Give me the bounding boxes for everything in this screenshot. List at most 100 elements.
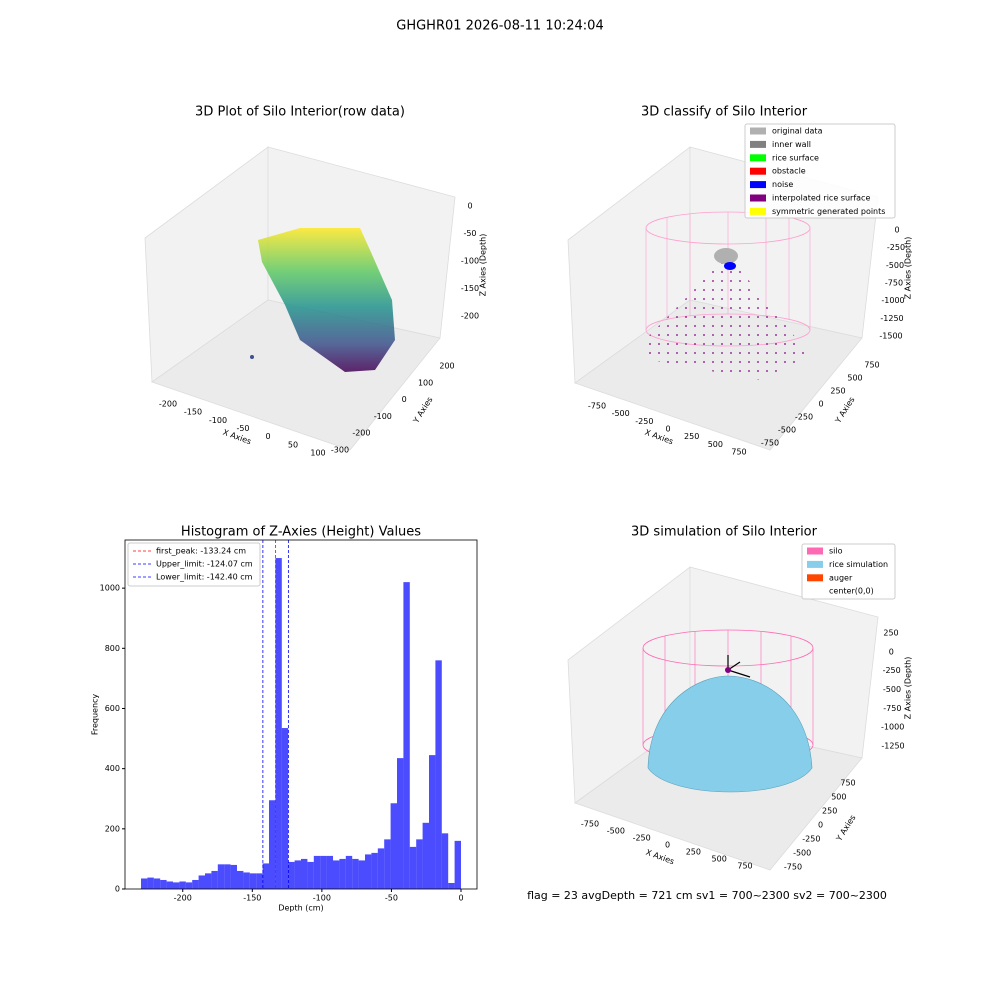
legend-label: center(0,0) [829,587,874,596]
z-tick-label: -200 [461,312,479,321]
x-tick-label: -200 [159,400,177,409]
y-tick-label: -250 [795,413,813,422]
legend-label: Upper_limit: -124.07 cm [156,560,253,569]
y-tick-label: -100 [374,412,392,421]
y-tick-label: 800 [105,644,120,653]
legend-label: obstacle [772,167,806,176]
y-tick-label: 250 [830,387,845,396]
bar [352,858,359,889]
legend-label: original data [772,127,823,136]
y-axis-label: Frequency [91,694,100,736]
legend-swatch [750,167,766,175]
x-tick-label: -150 [184,408,202,417]
x-tick-label: 750 [731,448,746,457]
legend-swatch [807,587,823,595]
bar [237,870,244,889]
z-tick-label: -500 [886,261,904,270]
subplot-title: 3D Plot of Silo Interior(row data) [195,105,405,120]
x-tick-label: -750 [588,402,606,411]
z-tick-label: -1000 [881,723,904,732]
x-tick-label: 500 [712,855,727,864]
bar [345,855,353,889]
z-tick-label: -1250 [880,314,903,323]
y-tick-label: 750 [864,361,879,370]
y-tick-label: -750 [784,863,802,872]
bar [262,863,269,889]
legend-label: interpolated rice surface [772,194,870,203]
y-tick-label: -500 [793,849,811,858]
x-tick-label: 0 [265,432,270,441]
bar [333,860,340,889]
x-tick-label: -100 [313,894,331,903]
bar [358,860,365,889]
bar [416,839,423,889]
bar [198,875,205,889]
bar [320,855,327,889]
bar [173,882,180,889]
bar [313,855,321,889]
y-axis-label: Y Axies [411,395,435,425]
legend-swatch [807,547,823,555]
bar [454,840,461,889]
bar [288,861,295,889]
x-tick-label: -250 [635,417,653,426]
footer-note: flag = 23 avgDepth = 721 cm sv1 = 700~23… [527,889,887,902]
x-axis-label: X Axies [645,848,676,867]
legend-box [127,542,261,587]
x-tick-label: -500 [612,409,630,418]
y-tick-label: -300 [331,446,349,455]
bar [256,873,263,889]
x-tick-label: 500 [708,440,723,449]
bar [160,879,167,889]
y-tick-label: 1000 [100,584,120,593]
bar [429,755,436,889]
y-tick-label: -750 [761,439,779,448]
y-tick-label: 100 [418,378,433,387]
legend-label: noise [772,180,793,189]
x-tick-label: 250 [686,848,701,857]
legend-label: silo [829,547,843,556]
y-axis-label: Y Axies [833,395,857,425]
bar [384,839,391,889]
z-tick-label: -1000 [881,296,904,305]
bar [326,855,333,889]
legend-swatch [750,140,766,148]
z-tick-label: -150 [461,284,479,293]
legend-label: Lower_limit: -142.40 cm [156,573,253,582]
bar [224,864,231,889]
bar [281,728,289,889]
y-tick-label: 600 [105,704,120,713]
z-tick-label: -750 [883,704,901,713]
legend-box [744,123,896,219]
y-tick-label: -500 [778,426,796,435]
z-tick-label: 250 [883,629,898,638]
z-tick-label: -100 [461,257,479,266]
y-tick-label: 500 [831,793,846,802]
bar [230,864,237,889]
legend-label: rice simulation [829,560,888,569]
bar [371,852,378,889]
bar [390,803,397,889]
bar [397,758,404,889]
bar [448,882,455,889]
bar [211,870,218,889]
legend-swatch [750,127,766,135]
legend-box [801,543,896,600]
z-tick-label: -500 [883,685,901,694]
subplot-title: 3D simulation of Silo Interior [631,525,818,540]
z-axis-label: Z Axies (Depth) [479,234,488,297]
legend-swatch [750,194,766,202]
y-tick-label: 200 [105,824,120,833]
figure-title: GHGHR01 2026-08-11 10:24:04 [396,19,603,34]
legend-swatch [750,181,766,189]
legend-swatch [750,207,766,215]
x-tick-label: 750 [737,862,752,871]
bar [435,660,442,889]
bar [409,846,417,889]
bar [166,881,173,889]
bar [185,882,193,889]
bar [192,879,199,889]
z-tick-label: -50 [463,229,476,238]
bar [301,858,308,889]
